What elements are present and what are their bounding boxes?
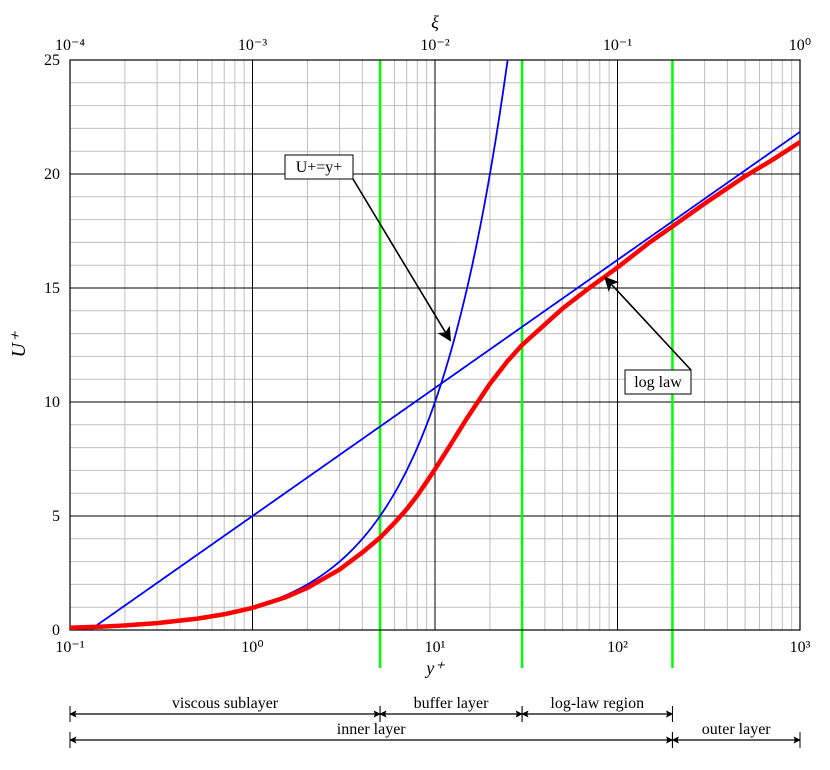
- loglaw_box-label: log law: [634, 374, 682, 391]
- ytick: 5: [52, 508, 60, 525]
- ytick: 25: [44, 52, 60, 69]
- region-outer-label: outer layer: [702, 721, 772, 738]
- xtick-top: 10⁻¹: [603, 37, 632, 54]
- region-buffer-label: buffer layer: [414, 695, 489, 712]
- xtick-bottom: 10⁰: [241, 639, 263, 656]
- xtick-top: 10⁰: [789, 37, 811, 54]
- linear_box-label: U+=y+: [296, 159, 343, 176]
- law-of-wall-chart: U+=y+log law10⁻¹10⁰10¹10²10³y⁺10⁻⁴10⁻³10…: [0, 0, 830, 770]
- ytick: 20: [44, 166, 60, 183]
- xtick-bottom: 10²: [607, 639, 628, 656]
- ytick: 0: [52, 622, 60, 639]
- region-inner-label: inner layer: [337, 721, 407, 738]
- xtick-top: 10⁻³: [238, 37, 267, 54]
- ytick: 10: [44, 394, 60, 411]
- region-loglaw-label: log-law region: [550, 695, 644, 712]
- xtick-bottom: 10⁻¹: [55, 639, 84, 656]
- x-axis-bottom-label: y⁺: [424, 658, 445, 678]
- region-viscous-label: viscous sublayer: [172, 695, 279, 712]
- y-axis-label: U⁺: [8, 331, 30, 357]
- xtick-bottom: 10³: [790, 639, 811, 656]
- ytick: 15: [44, 280, 60, 297]
- x-axis-top-label: ξ: [431, 12, 439, 32]
- xtick-top: 10⁻²: [420, 37, 449, 54]
- chart-container: U+=y+log law10⁻¹10⁰10¹10²10³y⁺10⁻⁴10⁻³10…: [0, 0, 830, 770]
- xtick-bottom: 10¹: [425, 639, 446, 656]
